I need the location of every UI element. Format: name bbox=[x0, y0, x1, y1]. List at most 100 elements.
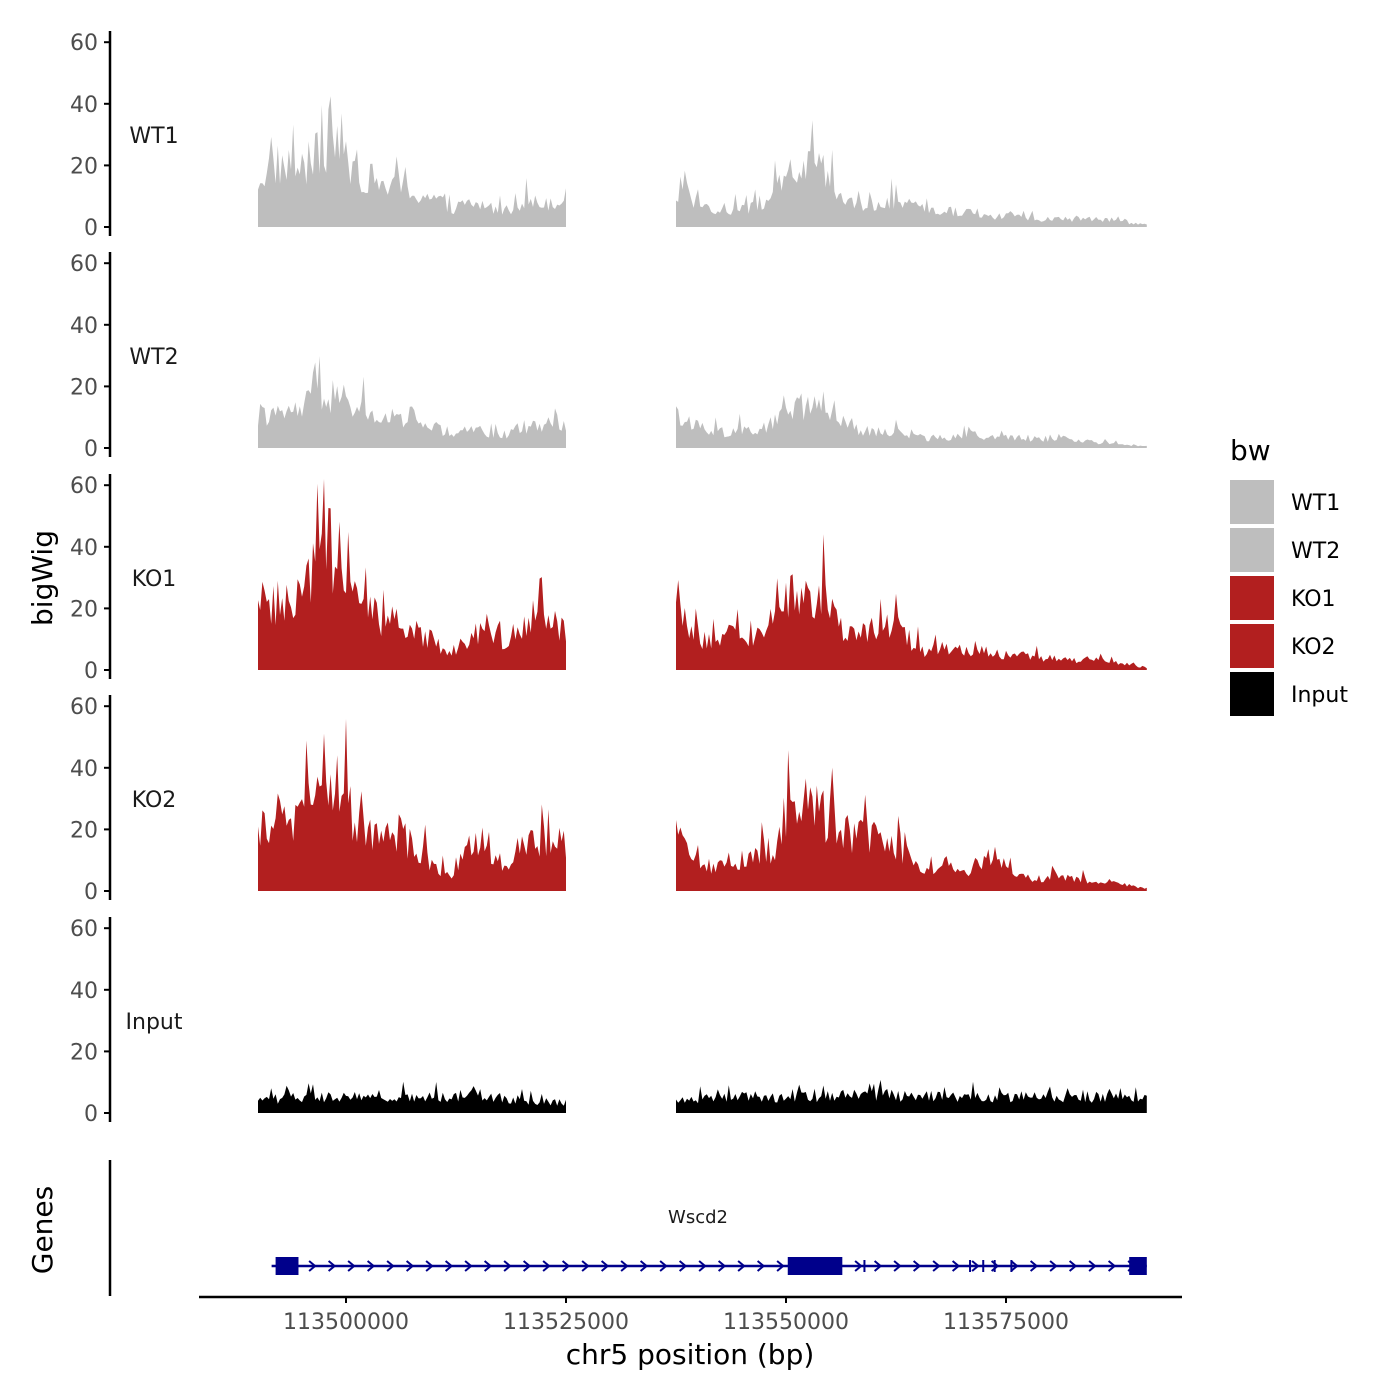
legend-swatch-ko1 bbox=[1230, 576, 1274, 620]
strand-arrow bbox=[1029, 1260, 1039, 1272]
strand-arrow bbox=[405, 1260, 415, 1272]
legend-title: bw bbox=[1230, 434, 1271, 467]
strand-arrow bbox=[756, 1260, 766, 1272]
strand-arrow bbox=[542, 1260, 551, 1272]
gene-exon bbox=[1010, 1260, 1013, 1272]
panel-label: WT2 bbox=[129, 345, 178, 370]
strand-arrow bbox=[483, 1260, 493, 1272]
y-axis-title: bigWig bbox=[26, 530, 59, 626]
y-tick-label: 20 bbox=[70, 818, 98, 843]
strand-arrow bbox=[581, 1260, 590, 1272]
strand-arrow bbox=[990, 1260, 1000, 1272]
y-tick-label: 60 bbox=[70, 31, 98, 56]
strand-arrow bbox=[1049, 1260, 1058, 1272]
gene-track: Wscd2 bbox=[108, 1160, 1147, 1296]
x-tick-label: 113550000 bbox=[723, 1310, 849, 1335]
y-tick-label: 60 bbox=[70, 252, 98, 277]
panel-label: Input bbox=[126, 1010, 183, 1035]
x-tick-label: 113575000 bbox=[943, 1310, 1069, 1335]
strand-arrow bbox=[912, 1260, 922, 1272]
gene-name-label: Wscd2 bbox=[668, 1207, 728, 1228]
gene-exon bbox=[982, 1260, 985, 1272]
gene-exon bbox=[993, 1260, 996, 1272]
strand-arrow bbox=[1107, 1260, 1117, 1272]
y-tick-label: 20 bbox=[70, 375, 98, 400]
strand-arrow bbox=[444, 1260, 454, 1272]
strand-arrow bbox=[893, 1260, 902, 1272]
y-tick-label: 20 bbox=[70, 154, 98, 179]
legend: bw WT1 WT2 KO1 KO2 Input bbox=[1230, 434, 1348, 716]
panel-label: KO1 bbox=[132, 567, 177, 592]
coverage-area-input-region-2 bbox=[676, 1079, 1147, 1113]
panel-label: WT1 bbox=[129, 124, 178, 149]
coverage-area-ko2-region-1 bbox=[258, 718, 566, 891]
strand-arrow bbox=[522, 1260, 532, 1272]
legend-swatch-input bbox=[1230, 672, 1274, 716]
y-tick-label: 20 bbox=[70, 597, 98, 622]
strand-arrow bbox=[717, 1260, 727, 1272]
strand-arrow bbox=[327, 1260, 337, 1272]
strand-arrow bbox=[932, 1260, 941, 1272]
coverage-area-wt1-region-2 bbox=[676, 120, 1147, 227]
strand-arrow bbox=[366, 1260, 376, 1272]
y-tick-label: 40 bbox=[70, 536, 98, 561]
panel-input: 0 20 40 60 Input bbox=[70, 917, 1147, 1127]
coverage-area-ko2-region-2 bbox=[676, 750, 1147, 891]
y-tick-label: 60 bbox=[70, 917, 98, 942]
strand-arrow bbox=[854, 1260, 863, 1272]
coverage-panels: 0 20 40 60 WT1 0 20 40 60 WT2 0 20 40 60 KO1 0 20 40 60 KO2… bbox=[70, 31, 1147, 1127]
y-tick-label: 0 bbox=[84, 216, 98, 241]
gene-exon bbox=[275, 1257, 299, 1275]
gene-exon bbox=[1129, 1257, 1147, 1275]
panel-wt1: 0 20 40 60 WT1 bbox=[70, 31, 1147, 241]
panel-ko2: 0 20 40 60 KO2 bbox=[70, 695, 1147, 905]
legend-swatch-wt2 bbox=[1230, 528, 1274, 572]
x-tick-label: 113525000 bbox=[503, 1310, 629, 1335]
y-tick-label: 60 bbox=[70, 474, 98, 499]
y-tick-label: 0 bbox=[84, 437, 98, 462]
strand-arrow bbox=[659, 1260, 668, 1272]
strand-arrow bbox=[951, 1260, 961, 1272]
legend-label: KO1 bbox=[1291, 587, 1336, 612]
strand-arrow bbox=[971, 1260, 980, 1272]
strand-arrow bbox=[425, 1260, 434, 1272]
strand-arrow bbox=[347, 1260, 356, 1272]
strand-arrow bbox=[873, 1260, 883, 1272]
strand-arrow bbox=[737, 1260, 746, 1272]
strand-arrow bbox=[678, 1260, 688, 1272]
legend-label: Input bbox=[1291, 683, 1348, 708]
strand-arrow bbox=[308, 1260, 317, 1272]
legend-items: WT1 WT2 KO1 KO2 Input bbox=[1230, 480, 1348, 716]
strand-arrow bbox=[561, 1260, 571, 1272]
legend-label: KO2 bbox=[1291, 635, 1336, 660]
coverage-area-input-region-1 bbox=[258, 1081, 566, 1113]
strand-arrow bbox=[1068, 1260, 1078, 1272]
strand-arrow bbox=[503, 1260, 512, 1272]
strand-arrow bbox=[776, 1260, 785, 1272]
y-tick-label: 0 bbox=[84, 1102, 98, 1127]
gene-exon bbox=[863, 1260, 866, 1272]
strand-arrow bbox=[1088, 1260, 1097, 1272]
strand-arrow bbox=[464, 1260, 473, 1272]
panel-wt2: 0 20 40 60 WT2 bbox=[70, 252, 1147, 462]
y-tick-label: 0 bbox=[84, 659, 98, 684]
legend-label: WT2 bbox=[1291, 539, 1340, 564]
strand-arrow bbox=[1010, 1260, 1019, 1272]
coverage-area-wt2-region-2 bbox=[676, 391, 1147, 448]
coverage-area-ko1-region-1 bbox=[258, 479, 566, 670]
y-tick-label: 40 bbox=[70, 757, 98, 782]
gene-track-title: Genes bbox=[26, 1186, 59, 1274]
legend-label: WT1 bbox=[1291, 491, 1340, 516]
strand-arrow bbox=[600, 1260, 610, 1272]
coverage-area-wt2-region-1 bbox=[258, 356, 566, 448]
coverage-area-ko1-region-2 bbox=[676, 534, 1147, 670]
strand-arrow bbox=[386, 1260, 395, 1272]
panel-label: KO2 bbox=[132, 788, 177, 813]
y-tick-label: 0 bbox=[84, 880, 98, 905]
panel-ko1: 0 20 40 60 KO1 bbox=[70, 474, 1147, 684]
strand-arrow bbox=[620, 1260, 629, 1272]
x-axis: 113500000 113525000 113550000 113575000 bbox=[199, 1295, 1182, 1335]
y-tick-label: 40 bbox=[70, 93, 98, 118]
gene-exon bbox=[969, 1260, 972, 1272]
